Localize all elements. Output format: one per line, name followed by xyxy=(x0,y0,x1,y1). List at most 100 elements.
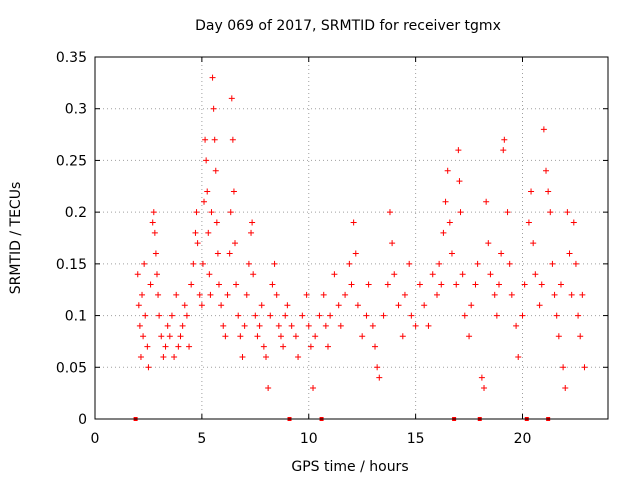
data-point xyxy=(183,312,190,319)
data-point xyxy=(395,302,402,309)
data-point xyxy=(564,209,571,216)
data-point xyxy=(389,240,396,247)
data-point xyxy=(269,281,276,288)
y-tick-label: 0 xyxy=(78,412,87,428)
data-point xyxy=(245,260,252,267)
data-point xyxy=(549,260,556,267)
data-point xyxy=(448,250,455,257)
data-point xyxy=(491,291,498,298)
data-point xyxy=(292,333,299,340)
data-point xyxy=(498,250,505,257)
data-point xyxy=(186,343,193,350)
grid-layer xyxy=(95,57,608,419)
data-point xyxy=(557,281,564,288)
data-point xyxy=(299,312,306,319)
data-point xyxy=(149,219,156,226)
data-point xyxy=(137,353,144,360)
data-point xyxy=(440,229,447,236)
y-tick-label: 0.2 xyxy=(65,205,87,221)
data-point xyxy=(267,312,274,319)
data-point xyxy=(135,302,142,309)
data-point xyxy=(256,322,263,329)
data-point xyxy=(508,291,515,298)
data-point xyxy=(232,240,239,247)
y-tick-label: 0.05 xyxy=(56,360,87,376)
data-point xyxy=(305,322,312,329)
data-point xyxy=(145,364,152,371)
data-point xyxy=(273,291,280,298)
y-tick-label: 0.3 xyxy=(65,102,87,118)
data-point xyxy=(295,353,302,360)
data-point xyxy=(406,260,413,267)
data-point xyxy=(196,291,203,298)
data-point xyxy=(327,312,334,319)
x-tick-label: 15 xyxy=(407,431,425,447)
data-point xyxy=(139,291,146,298)
data-point xyxy=(156,312,163,319)
x-axis-label: GPS time / hours xyxy=(291,459,408,475)
chart-title: Day 069 of 2017, SRMTID for receiver tgm… xyxy=(195,18,501,34)
data-point xyxy=(483,198,490,205)
data-point xyxy=(322,322,329,329)
data-point xyxy=(493,312,500,319)
data-point xyxy=(199,260,206,267)
data-point xyxy=(551,291,558,298)
data-point xyxy=(515,353,522,360)
data-point xyxy=(421,302,428,309)
data-points xyxy=(134,74,588,391)
data-point xyxy=(280,343,287,350)
data-point xyxy=(416,281,423,288)
data-point xyxy=(570,219,577,226)
data-point xyxy=(192,229,199,236)
data-point xyxy=(275,322,282,329)
data-point xyxy=(474,260,481,267)
data-point xyxy=(211,136,218,143)
data-point xyxy=(365,281,372,288)
data-point xyxy=(391,271,398,278)
data-point xyxy=(171,353,178,360)
data-point xyxy=(220,322,227,329)
data-point xyxy=(346,260,353,267)
data-point xyxy=(243,291,250,298)
data-point xyxy=(140,333,147,340)
y-axis-label: SRMTID / TECUs xyxy=(8,182,24,295)
data-point xyxy=(162,343,169,350)
data-point xyxy=(188,281,195,288)
data-point xyxy=(153,271,160,278)
data-point xyxy=(528,188,535,195)
data-point xyxy=(581,364,588,371)
data-point xyxy=(141,260,148,267)
data-point xyxy=(229,136,236,143)
data-point xyxy=(466,333,473,340)
data-point xyxy=(152,250,159,257)
data-point xyxy=(307,343,314,350)
x-tick-label: 20 xyxy=(514,431,532,447)
data-point xyxy=(384,281,391,288)
data-point xyxy=(504,209,511,216)
plot-frame xyxy=(94,56,609,420)
data-point xyxy=(525,219,532,226)
data-point xyxy=(348,281,355,288)
y-tick-label: 0.35 xyxy=(56,50,87,66)
data-point xyxy=(331,271,338,278)
data-point xyxy=(277,333,284,340)
data-point xyxy=(453,281,460,288)
data-point xyxy=(235,312,242,319)
data-point xyxy=(158,333,165,340)
data-point xyxy=(369,322,376,329)
data-point xyxy=(284,302,291,309)
data-point xyxy=(359,333,366,340)
data-point xyxy=(478,374,485,381)
data-point xyxy=(500,147,507,154)
data-point xyxy=(230,188,237,195)
data-point xyxy=(568,291,575,298)
data-point xyxy=(501,136,508,143)
data-point xyxy=(215,281,222,288)
data-point xyxy=(575,312,582,319)
data-point xyxy=(436,260,443,267)
data-point xyxy=(530,240,537,247)
data-point xyxy=(532,271,539,278)
data-point xyxy=(446,219,453,226)
data-point xyxy=(209,74,216,81)
